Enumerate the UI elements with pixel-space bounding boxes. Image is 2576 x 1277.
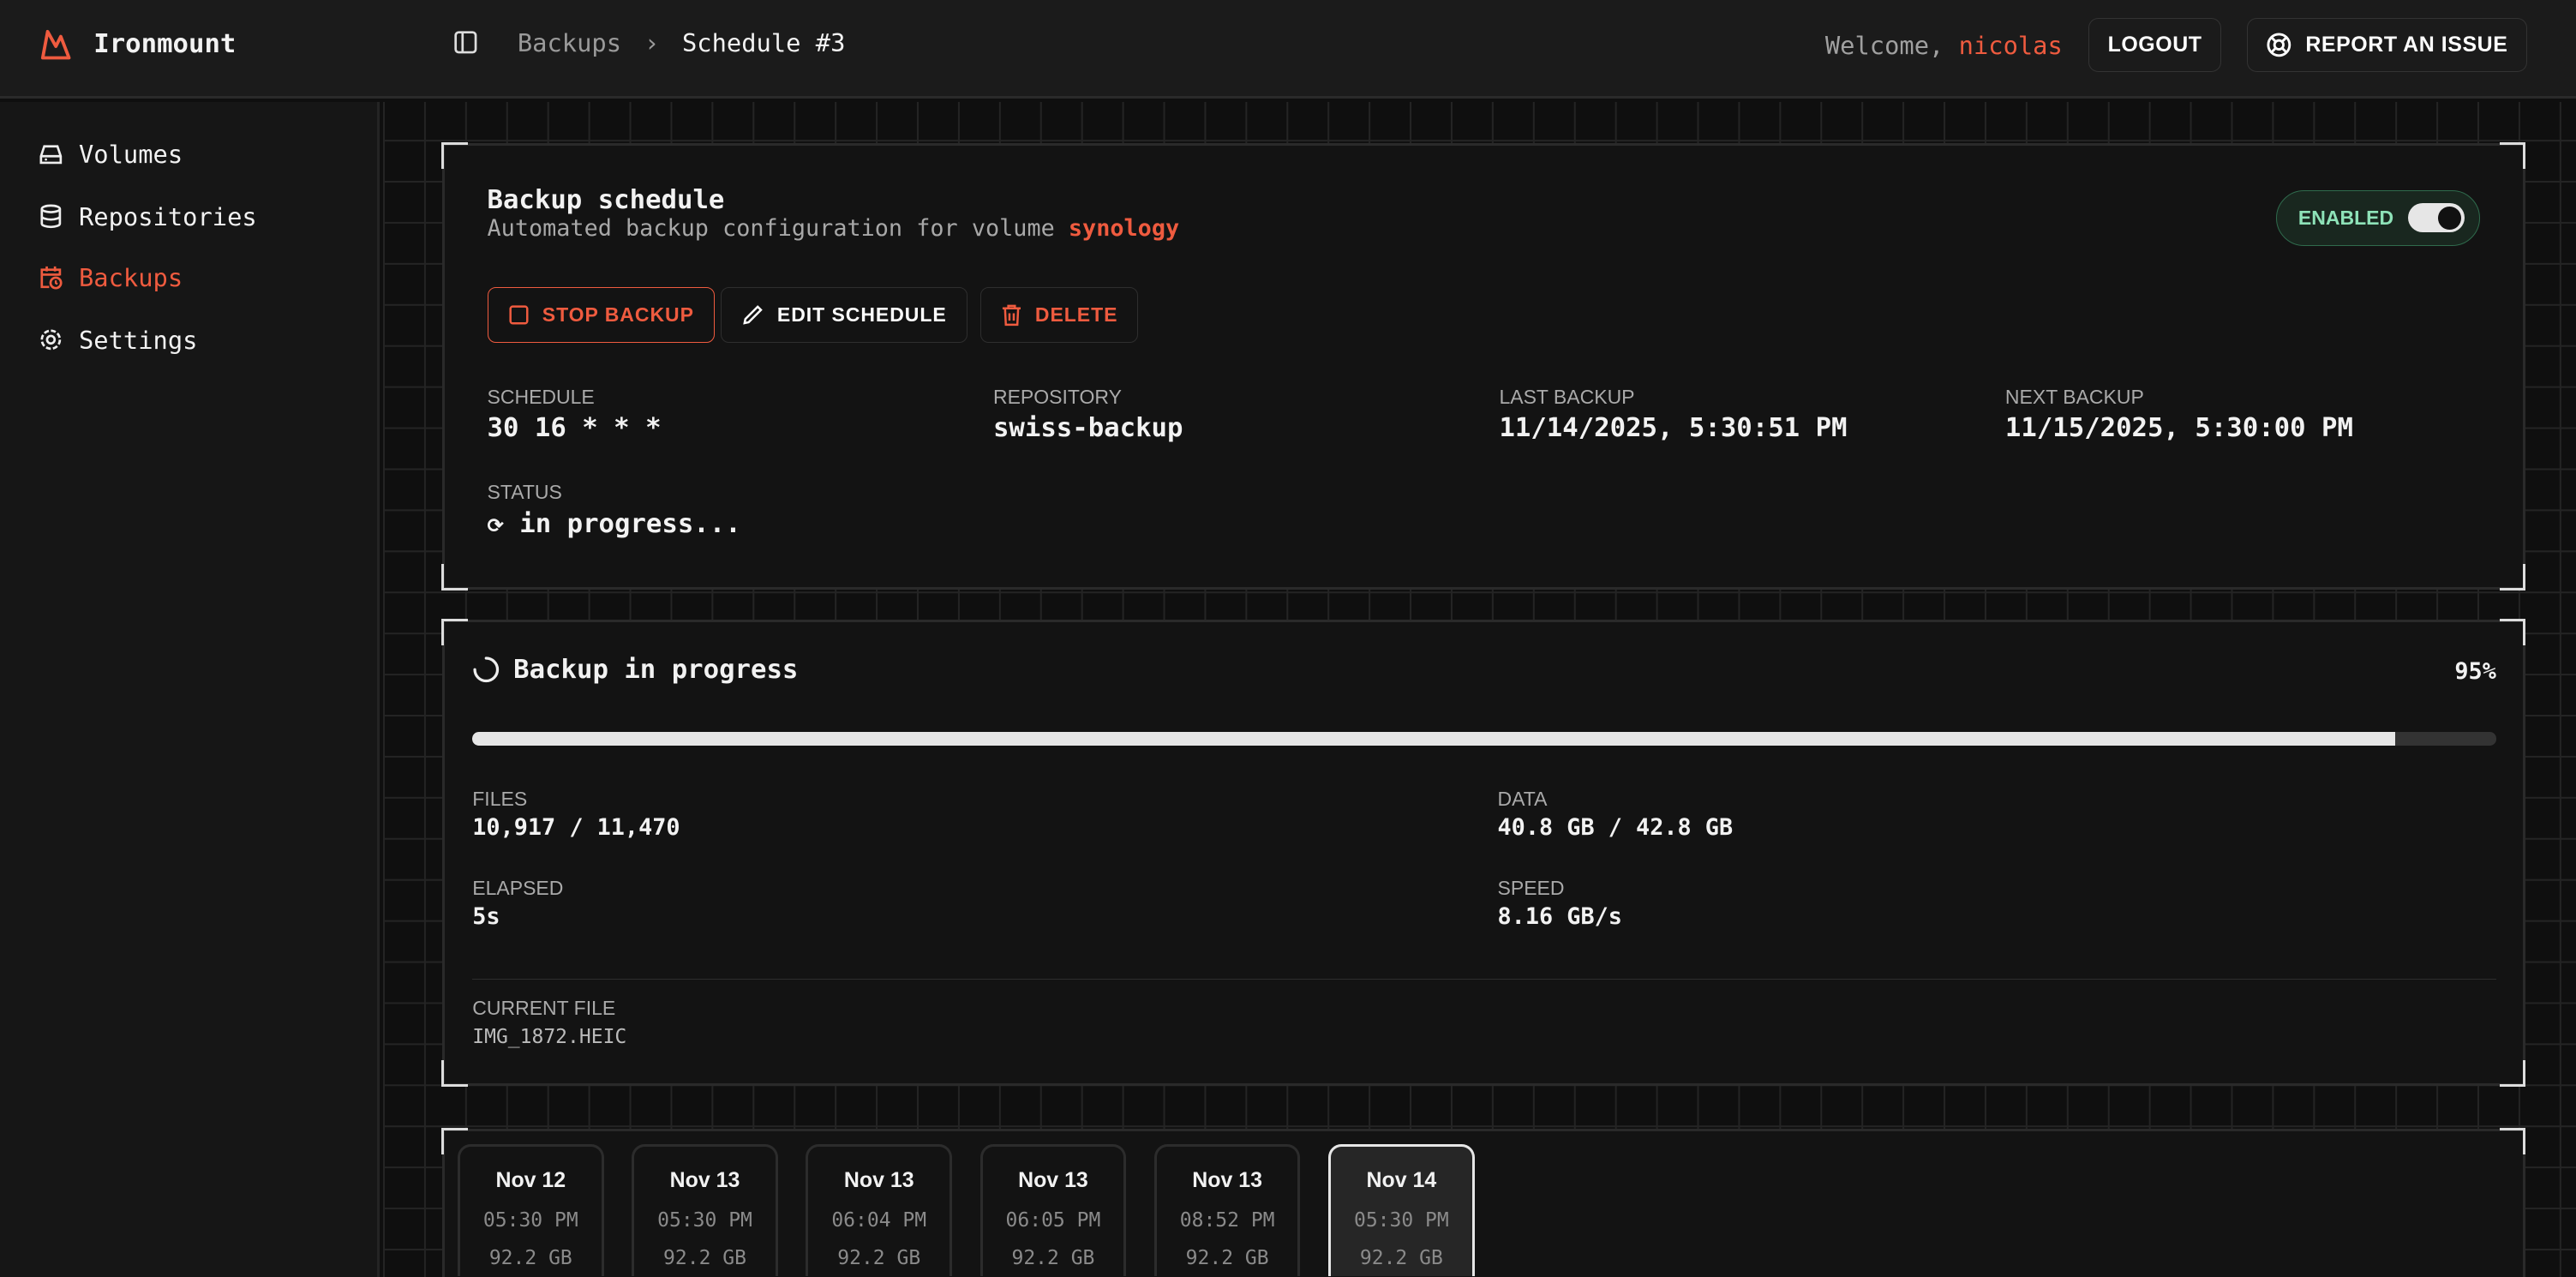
sidebar: Volumes Repositories Backups Settings (0, 101, 380, 1277)
data-stat: DATA 40.8 GB / 42.8 GB (1497, 788, 1734, 842)
snapshot-date: Nov 13 (669, 1168, 740, 1193)
snapshot-item[interactable]: Nov 13 06:05 PM 92.2 GB (979, 1144, 1127, 1276)
progress-percent: 95% (2454, 657, 2496, 685)
app-name: Ironmount (93, 29, 237, 60)
snapshot-item[interactable]: Nov 13 06:04 PM 92.2 GB (806, 1144, 953, 1276)
snapshots-card: Nov 12 05:30 PM 92.2 GB Nov 13 05:30 PM 92.2 … (440, 1128, 2526, 1277)
snapshot-item[interactable]: Nov 14 05:30 PM 92.2 GB (1328, 1144, 1475, 1276)
divider (472, 978, 2496, 980)
snapshot-size: 92.2 GB (663, 1247, 746, 1270)
status-field: STATUS ⟳ in progress... (487, 480, 741, 539)
snapshot-date: Nov 14 (1366, 1168, 1437, 1193)
breadcrumb-backups[interactable]: Backups (517, 27, 622, 57)
spinner-icon (473, 656, 500, 683)
sidebar-item-repositories[interactable]: Repositories (38, 202, 257, 231)
sidebar-item-volumes[interactable]: Volumes (38, 140, 183, 169)
current-file: CURRENT FILE IMG_1872.HEIC (472, 996, 627, 1049)
speed-stat: SPEED 8.16 GB/s (1497, 876, 1622, 930)
welcome-text: Welcome, nicolas (1824, 30, 2063, 60)
snapshot-size: 92.2 GB (1011, 1247, 1095, 1270)
schedule-field: SCHEDULE 30 16 * * * (487, 385, 662, 444)
card-subtitle: Automated backup configuration for volum… (487, 214, 1180, 242)
edit-schedule-button[interactable]: EDIT SCHEDULE (720, 286, 967, 343)
stop-square-icon (508, 305, 529, 325)
pencil-icon (742, 304, 763, 325)
progress-bar (472, 732, 2496, 746)
sidebar-toggle-icon[interactable] (453, 30, 478, 55)
database-icon (40, 204, 62, 229)
snapshot-date: Nov 13 (1192, 1168, 1262, 1193)
snapshot-time: 05:30 PM (482, 1209, 578, 1232)
next-backup-field: NEXT BACKUP 11/15/2025, 5:30:00 PM (2004, 385, 2353, 444)
logout-button[interactable]: LOGOUT (2088, 18, 2221, 73)
snapshot-size: 92.2 GB (488, 1247, 572, 1270)
snapshot-time: 06:05 PM (1005, 1209, 1101, 1232)
repository-link[interactable]: swiss-backup (992, 413, 1183, 444)
chevron-right-icon: › (644, 27, 660, 57)
gear-icon (40, 329, 62, 351)
elapsed-stat: ELAPSED 5s (472, 876, 564, 930)
snapshot-time: 06:04 PM (831, 1209, 927, 1232)
app-logo[interactable]: Ironmount (39, 28, 236, 61)
progress-card: Backup in progress 95% FILES 10,917 / 11,… (440, 618, 2526, 1088)
snapshot-item[interactable]: Nov 13 05:30 PM 92.2 GB (632, 1144, 778, 1276)
main-content: Backup schedule Automated backup configu… (382, 101, 2576, 1277)
mountain-logo-icon (40, 29, 71, 59)
snapshot-date: Nov 13 (1018, 1168, 1088, 1193)
hard-drive-icon (39, 145, 63, 164)
snapshot-date: Nov 13 (843, 1168, 914, 1193)
files-stat: FILES 10,917 / 11,470 (472, 788, 680, 842)
progress-bar-fill (472, 732, 2395, 746)
sidebar-item-settings[interactable]: Settings (38, 326, 197, 355)
breadcrumb-current: Schedule #3 (681, 27, 846, 57)
snapshot-size: 92.2 GB (1185, 1247, 1269, 1270)
schedule-card: Backup schedule Automated backup configu… (440, 141, 2526, 591)
volume-link[interactable]: synology (1068, 214, 1180, 242)
refresh-icon: ⟳ (487, 514, 504, 537)
card-title: Backup schedule (487, 184, 725, 215)
stop-backup-button[interactable]: STOP BACKUP (487, 286, 715, 343)
repository-field: REPOSITORY swiss-backup (992, 385, 1183, 444)
calendar-clock-icon (40, 267, 63, 290)
report-issue-button[interactable]: REPORT AN ISSUE (2247, 18, 2527, 73)
snapshot-time: 05:30 PM (1353, 1209, 1449, 1232)
enabled-toggle[interactable]: ENABLED (2275, 189, 2480, 246)
snapshot-size: 92.2 GB (1359, 1247, 1443, 1270)
snapshot-item[interactable]: Nov 12 05:30 PM 92.2 GB (458, 1144, 604, 1276)
sidebar-item-backups[interactable]: Backups (38, 263, 183, 292)
top-header: Ironmount Backups › Schedule #3 Welcome,… (0, 0, 2576, 99)
snapshot-item[interactable]: Nov 13 08:52 PM 92.2 GB (1153, 1144, 1301, 1276)
snapshot-date: Nov 12 (495, 1168, 566, 1193)
last-backup-field: LAST BACKUP 11/14/2025, 5:30:51 PM (1499, 385, 1848, 444)
lifebuoy-icon (2267, 33, 2291, 57)
snapshot-time: 08:52 PM (1179, 1209, 1275, 1232)
breadcrumb: Backups › Schedule #3 (453, 28, 845, 57)
delete-button[interactable]: DELETE (979, 286, 1139, 343)
snapshot-time: 05:30 PM (657, 1209, 752, 1232)
trash-icon (1002, 304, 1021, 326)
snapshot-size: 92.2 GB (837, 1247, 921, 1270)
username: nicolas (1958, 30, 2063, 60)
progress-title: Backup in progress (513, 655, 799, 686)
